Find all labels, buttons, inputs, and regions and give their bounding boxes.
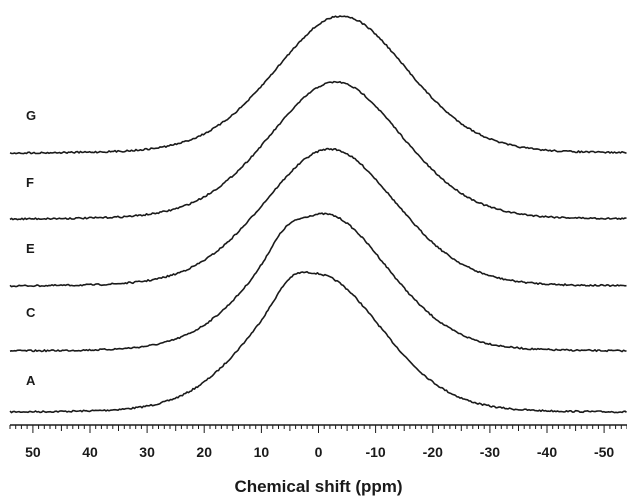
series-label-a: A <box>26 373 36 388</box>
x-tick-label: 10 <box>254 444 270 460</box>
x-axis-ticks <box>9 425 627 433</box>
series-label-c: C <box>26 305 36 320</box>
spectrum-trace-a <box>9 270 627 414</box>
x-tick-label: -30 <box>480 444 500 460</box>
x-axis-title: Chemical shift (ppm) <box>234 477 402 496</box>
series-label-e: E <box>26 241 35 256</box>
series-label-f: F <box>26 175 34 190</box>
spectra-traces <box>9 15 627 414</box>
series-labels: A C E F G <box>26 108 36 388</box>
spectrum-trace-g <box>9 15 627 155</box>
spectrum-trace-c <box>9 212 627 353</box>
series-label-g: G <box>26 108 36 123</box>
x-tick-label: 30 <box>139 444 155 460</box>
x-axis-tick-labels: 50 40 30 20 10 0 -10 -20 -30 -40 -50 <box>25 444 614 460</box>
x-tick-label: -40 <box>537 444 557 460</box>
x-tick-label: 40 <box>82 444 98 460</box>
spectrum-trace-e <box>9 147 627 288</box>
x-tick-label: 20 <box>196 444 212 460</box>
x-tick-label: 0 <box>315 444 323 460</box>
x-tick-label: -20 <box>423 444 443 460</box>
spectrum-trace-f <box>9 80 627 221</box>
x-tick-label: -50 <box>594 444 614 460</box>
x-tick-label: 50 <box>25 444 41 460</box>
x-tick-label: -10 <box>365 444 385 460</box>
